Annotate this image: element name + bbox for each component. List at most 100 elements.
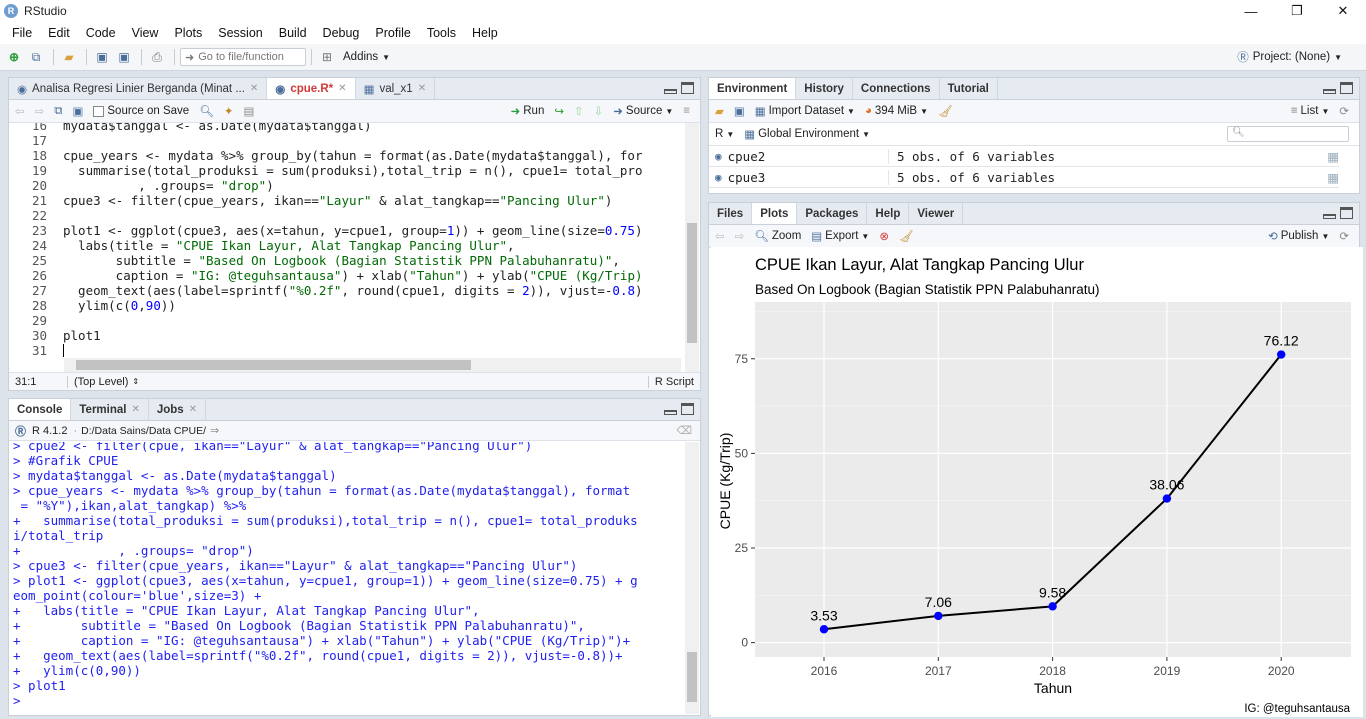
minimize-button[interactable]: — <box>1244 3 1258 19</box>
minimize-pane-icon[interactable] <box>664 89 677 94</box>
maximize-pane-icon[interactable] <box>681 403 694 415</box>
language-selector[interactable]: R ▼ <box>715 128 735 140</box>
clear-workspace-broom-icon[interactable]: 🧹︎ <box>938 106 953 118</box>
go-to-directory-icon[interactable]: ⇒ <box>210 425 220 437</box>
show-in-window-icon[interactable]: ⧉ <box>54 104 63 117</box>
tab-plots[interactable]: Plots <box>752 203 798 224</box>
tab-environment[interactable]: Environment <box>709 78 797 99</box>
menu-view[interactable]: View <box>131 26 159 40</box>
zoom-button[interactable]: 🔍︎ Zoom <box>754 230 802 243</box>
code-line: cpue3 <- filter(cpue_years, ikan=="Layur… <box>63 193 613 208</box>
tab-connections[interactable]: Connections <box>853 78 940 99</box>
save-workspace-icon[interactable]: ▣ <box>733 106 745 118</box>
publish-button[interactable]: ⟲ Publish ▼ <box>1268 230 1330 243</box>
down-section-icon[interactable]: ⇩ <box>593 106 604 118</box>
editor-horizontal-scrollbar[interactable] <box>64 358 681 372</box>
maximize-pane-icon[interactable] <box>1340 82 1353 94</box>
clear-plots-broom-icon[interactable]: 🧹︎ <box>898 231 914 243</box>
view-mode-button[interactable]: ≡ List ▼ <box>1290 105 1330 117</box>
tab-analisa-regresi[interactable]: ◉ Analisa Regresi Linier Berganda (Minat … <box>9 78 268 99</box>
document-outline-icon[interactable]: ≡ <box>683 105 690 117</box>
export-button[interactable]: ▤ Export ▼ <box>811 230 870 243</box>
new-file-icon[interactable]: ⊕ <box>8 50 20 64</box>
tab-jobs[interactable]: Jobs ✕ <box>149 399 207 420</box>
env-row-cpue3[interactable]: ◉ cpue3 5 obs. of 6 variables ▦ <box>709 167 1339 188</box>
tab-cpue-r[interactable]: ◉ cpue.R* ✕ <box>267 78 356 99</box>
next-plot-icon[interactable]: ⇨ <box>734 231 745 243</box>
console-output[interactable]: > cpue2 <- filter(cpue, ikan=="Layur" & … <box>13 442 683 714</box>
memory-usage-button[interactable]: ◕ 394 MiB ▼ <box>864 105 929 117</box>
console-vertical-scrollbar[interactable] <box>685 442 699 714</box>
close-window-button[interactable]: ✕ <box>1337 3 1349 18</box>
expand-object-icon[interactable]: ◉ <box>715 170 722 184</box>
minimize-pane-icon[interactable] <box>1323 214 1336 219</box>
goto-file-input[interactable]: ➜ Go to file/function <box>180 48 306 66</box>
scope-selector[interactable]: (Top Level) <box>67 375 128 388</box>
rerun-icon[interactable]: ↪ <box>554 106 564 118</box>
tab-terminal[interactable]: Terminal ✕ <box>71 399 149 420</box>
environment-scope-selector[interactable]: ▦ Global Environment ▼ <box>744 128 871 141</box>
close-tab-icon[interactable]: ✕ <box>188 404 198 415</box>
menu-profile[interactable]: Profile <box>375 26 411 40</box>
refresh-plot-icon[interactable]: ⟳ <box>1339 231 1349 243</box>
search-icon[interactable]: 🔍︎ <box>199 106 214 118</box>
menu-edit[interactable]: Edit <box>48 26 70 40</box>
menu-file[interactable]: File <box>12 26 33 40</box>
menu-plots[interactable]: Plots <box>174 26 203 40</box>
minimize-pane-icon[interactable] <box>1323 89 1336 94</box>
import-dataset-button[interactable]: ▦ Import Dataset ▼ <box>754 105 855 118</box>
tab-files[interactable]: Files <box>709 203 753 224</box>
source-button[interactable]: ➜ Source ▼ <box>613 105 674 118</box>
save-icon[interactable]: ▣ <box>96 50 108 64</box>
view-table-icon[interactable]: ▦ <box>1327 170 1339 185</box>
close-tab-icon[interactable]: ✕ <box>417 83 427 94</box>
addins-menu[interactable]: Addins <box>343 51 379 63</box>
source-on-save-checkbox[interactable]: Source on Save <box>93 105 189 117</box>
tab-help[interactable]: Help <box>867 203 910 224</box>
expand-object-icon[interactable]: ◉ <box>715 149 722 163</box>
code-tools-wand-icon[interactable]: ✦ <box>223 106 234 118</box>
workspace-panes-icon[interactable]: ⊞ <box>321 50 333 64</box>
tab-tutorial[interactable]: Tutorial <box>940 78 998 99</box>
run-button[interactable]: ➜ Run <box>510 105 545 118</box>
clear-console-icon[interactable]: ⌫ <box>676 425 692 437</box>
save-all-icon[interactable]: ▣ <box>118 50 130 64</box>
load-workspace-icon[interactable]: ▰ <box>715 106 724 118</box>
restore-button[interactable]: ❐ <box>1291 3 1303 18</box>
menu-code[interactable]: Code <box>85 26 116 40</box>
tab-console[interactable]: Console <box>9 399 72 420</box>
menu-help[interactable]: Help <box>472 26 498 40</box>
env-row-cpue2[interactable]: ◉ cpue2 5 obs. of 6 variables ▦ <box>709 146 1339 167</box>
file-type-selector[interactable]: R Script <box>647 375 700 388</box>
tab-packages[interactable]: Packages <box>797 203 868 224</box>
maximize-pane-icon[interactable] <box>681 82 694 94</box>
tab-viewer[interactable]: Viewer <box>909 203 964 224</box>
environment-search-input[interactable]: 🔍︎ <box>1227 126 1349 142</box>
print-icon[interactable]: ⎙ <box>152 49 162 64</box>
project-menu[interactable]: Ⓡ Project: (None) ▼ <box>1237 51 1342 64</box>
editor-vertical-scrollbar[interactable] <box>685 123 699 374</box>
menu-tools[interactable]: Tools <box>426 26 457 40</box>
remove-plot-icon[interactable]: ⊗ <box>879 231 889 243</box>
view-table-icon[interactable]: ▦ <box>1327 149 1339 164</box>
minimize-pane-icon[interactable] <box>664 410 677 415</box>
code-area[interactable]: 16 mydata$tanggal <- as.Date(mydata$tangg… <box>9 123 681 358</box>
save-icon[interactable]: ▣ <box>72 106 84 118</box>
new-project-icon[interactable]: ⧉ <box>31 49 41 64</box>
menu-session[interactable]: Session <box>218 26 263 40</box>
close-tab-icon[interactable]: ✕ <box>338 83 347 94</box>
compile-report-icon[interactable]: ▤ <box>243 106 255 118</box>
menu-build[interactable]: Build <box>278 26 307 40</box>
open-file-icon[interactable]: ▰ <box>64 50 74 64</box>
close-tab-icon[interactable]: ✕ <box>249 83 259 94</box>
tab-history[interactable]: History <box>796 78 853 99</box>
close-tab-icon[interactable]: ✕ <box>131 404 140 415</box>
back-arrow-icon[interactable]: ⇦ <box>15 106 25 118</box>
up-section-icon[interactable]: ⇧ <box>574 106 584 118</box>
tab-val-x1[interactable]: ▦ val_x1 ✕ <box>356 78 436 99</box>
maximize-pane-icon[interactable] <box>1340 207 1353 219</box>
menu-debug[interactable]: Debug <box>322 26 360 40</box>
refresh-icon[interactable]: ⟳ <box>1339 106 1349 118</box>
forward-arrow-icon[interactable]: ⇨ <box>34 106 45 118</box>
previous-plot-icon[interactable]: ⇦ <box>715 231 725 243</box>
